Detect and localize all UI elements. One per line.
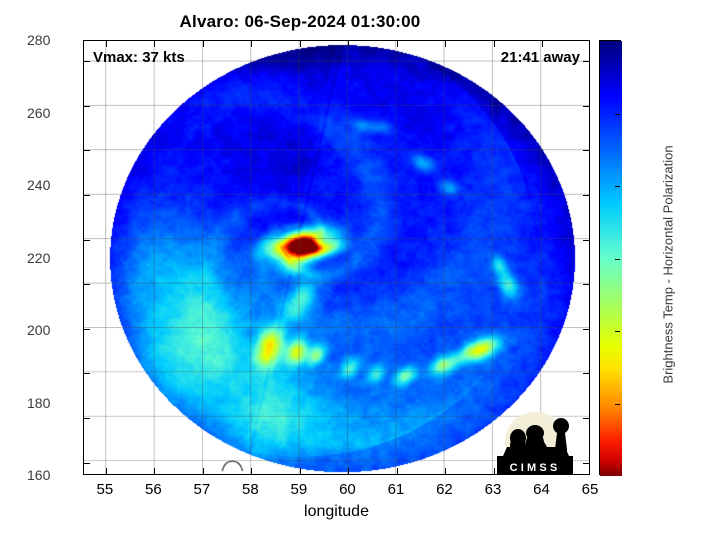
x-tick-mark (154, 468, 156, 474)
longitude-tick-label: 57 (193, 481, 211, 498)
x-tick-mark (105, 468, 107, 474)
y-tick-mark (84, 418, 90, 419)
y-tick-mark (84, 328, 90, 330)
longitude-tick-label: 59 (290, 481, 308, 498)
y-tick-mark (84, 105, 90, 107)
y-tick-mark (583, 239, 589, 241)
x-tick-mark (445, 41, 447, 47)
colorbar-tick (615, 258, 620, 260)
x-tick-mark (396, 468, 398, 474)
colorbar-tick-label: 200 (27, 322, 51, 338)
y-tick-mark (84, 462, 90, 464)
x-tick-mark (493, 468, 495, 474)
colorbar-tick-label: 180 (27, 394, 51, 411)
colorbar (599, 40, 622, 476)
colorbar-tick-label: 260 (27, 104, 51, 121)
longitude-tick-label: 65 (581, 481, 599, 498)
x-tick-mark (299, 468, 301, 474)
longitude-tick-label: 62 (436, 481, 453, 498)
x-tick-mark (396, 41, 398, 47)
y-tick-mark (84, 239, 90, 241)
colorbar-tick (615, 186, 620, 187)
plot-area: Vmax: 37 kts 21:41 away CIMSS (83, 40, 590, 475)
y-tick-mark (583, 418, 589, 419)
y-tick-mark (583, 194, 589, 196)
y-tick-mark (84, 284, 90, 286)
grid-overlay (84, 41, 589, 474)
cimss-logo: CIMSS (497, 412, 573, 474)
y-tick-mark (583, 373, 589, 375)
x-tick-mark (251, 468, 253, 474)
x-tick-mark (542, 41, 544, 47)
y-tick-mark (84, 150, 90, 152)
y-tick-mark (583, 150, 589, 152)
cimss-logo-text: CIMSS (510, 462, 561, 474)
colorbar-gradient (600, 41, 622, 476)
x-tick-mark (154, 41, 156, 47)
y-tick-mark (583, 105, 589, 107)
x-tick-mark (202, 468, 204, 474)
y-tick-mark (583, 328, 589, 330)
x-tick-mark (105, 41, 107, 47)
vmax-annotation: Vmax: 37 kts (93, 49, 185, 66)
x-tick-mark (348, 41, 350, 47)
colorbar-tick (615, 331, 620, 332)
colorbar-title: Brightness Temp - Horizontal Polarizatio… (660, 145, 676, 384)
x-tick-mark (299, 41, 301, 47)
colorbar-tick (615, 403, 620, 405)
longitude-tick-label: 58 (242, 481, 259, 498)
longitude-tick-label: 56 (145, 481, 162, 498)
colorbar-tick-label: 220 (27, 249, 51, 266)
x-tick-mark (202, 41, 204, 47)
longitude-tick-label: 64 (533, 481, 550, 498)
y-tick-mark (583, 284, 589, 286)
y-tick-mark (84, 194, 90, 196)
page-title: Alvaro: 06-Sep-2024 01:30:00 (179, 12, 421, 31)
time-away-annotation: 21:41 away (500, 49, 580, 66)
longitude-tick-label: 60 (339, 481, 356, 498)
colorbar-tick-label: 280 (27, 32, 51, 48)
heatmap-container (84, 41, 589, 474)
colorbar-tick-label: 160 (27, 467, 51, 483)
x-tick-mark (493, 41, 495, 47)
colorbar-tick-label: 240 (27, 177, 51, 193)
longitude-tick-label: 55 (96, 481, 114, 498)
y-tick-mark (583, 462, 589, 464)
y-tick-mark (84, 373, 90, 375)
x-tick-mark (251, 41, 253, 47)
longitude-tick-label: 63 (484, 481, 502, 498)
x-tick-mark (445, 468, 447, 474)
y-tick-mark (583, 61, 589, 63)
y-tick-mark (84, 61, 90, 63)
colorbar-tick (615, 113, 620, 115)
x-tick-mark (348, 468, 350, 474)
x-axis-title: longitude (304, 503, 369, 520)
longitude-tick-label: 61 (387, 481, 405, 498)
